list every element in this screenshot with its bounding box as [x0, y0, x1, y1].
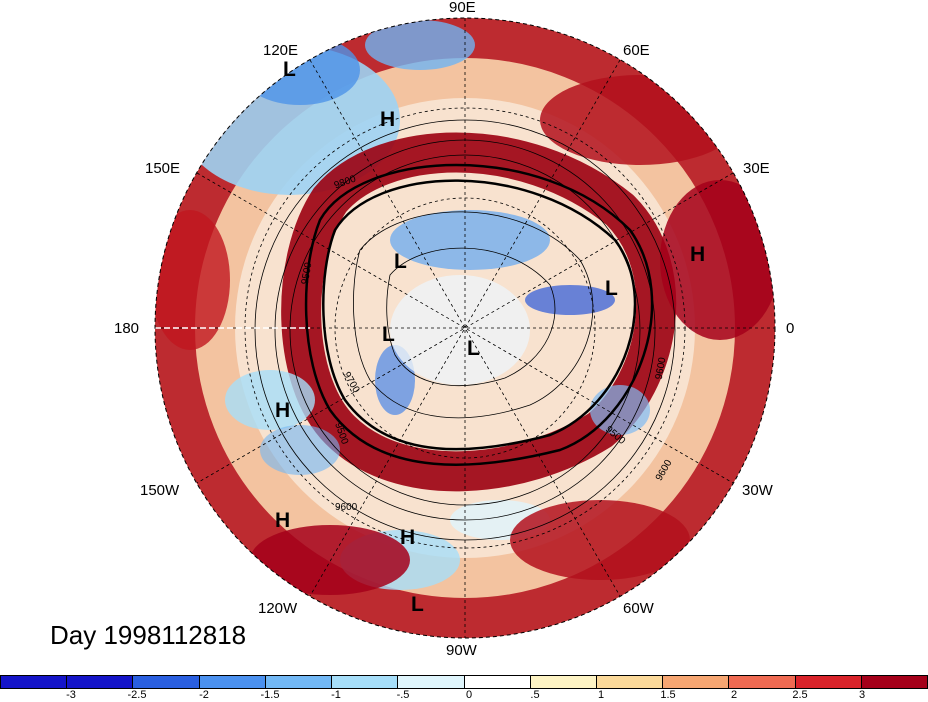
colorbar-tick-label: -2: [199, 689, 209, 701]
lon-label-30e: 30E: [743, 160, 770, 177]
lon-label-60w: 60W: [623, 600, 654, 617]
colorbar-swatch: [596, 676, 664, 688]
lon-label-0: 0: [786, 320, 795, 337]
contour-label: 9600: [335, 502, 358, 513]
pressure-center-high: H: [690, 243, 706, 266]
lon-label-60e: 60E: [623, 42, 650, 59]
colorbar-swatch: [199, 676, 266, 688]
colorbar-tick-label: -3: [66, 689, 76, 701]
colorbar-tick-label: -2.5: [127, 689, 147, 701]
pressure-center-low: L: [394, 250, 407, 273]
plot-title: Day 1998112818: [50, 620, 247, 650]
colorbar-tick-label: -1: [331, 689, 341, 701]
colorbar-swatch: [265, 676, 333, 688]
colorbar-tick-label: -1.5: [260, 689, 280, 701]
colorbar-swatch: [729, 676, 796, 688]
lon-label-90w: 90W: [446, 642, 477, 659]
lon-label-180: 180: [114, 320, 140, 337]
pressure-center-low: L: [283, 58, 296, 81]
colorbar-swatch: [464, 676, 531, 688]
colorbar-tick-label: 2: [730, 689, 738, 701]
lon-label-150w: 150W: [140, 482, 180, 499]
colorbar-swatch: [332, 676, 399, 688]
colorbar-swatch: [663, 676, 730, 688]
map-boundary: [154, 17, 776, 639]
colorbar-tick-label: .5: [530, 689, 540, 701]
colorbar-swatch: [1, 676, 68, 688]
pressure-center-high: H: [275, 509, 291, 532]
pressure-center-low: L: [467, 337, 480, 360]
pressure-center-high: H: [400, 526, 416, 549]
colorbar-tick-label: -.5: [396, 689, 410, 701]
colorbar-swatch: [133, 676, 200, 688]
pressure-center-low: L: [411, 593, 424, 616]
colorbar-swatch: [530, 676, 597, 688]
colorbar: [0, 675, 928, 689]
colorbar-swatch: [67, 676, 134, 688]
pressure-center-high: H: [275, 399, 291, 422]
colorbar-swatch: [398, 676, 465, 688]
colorbar-tick-label: 1.5: [660, 689, 676, 701]
lon-label-120w: 120W: [258, 600, 298, 617]
lon-label-150e: 150E: [145, 160, 181, 177]
colorbar-swatch: [861, 676, 928, 688]
pressure-center-low: L: [605, 277, 618, 300]
colorbar-swatch: [795, 676, 862, 688]
pressure-center-low: L: [382, 323, 395, 346]
colorbar-tick-label: 1: [597, 689, 605, 701]
colorbar-tick-label: 0: [465, 689, 473, 701]
pressure-center-high: H: [380, 108, 396, 131]
lon-label-90e: 90E: [449, 0, 476, 16]
colorbar-tick-label: 2.5: [792, 689, 808, 701]
lon-label-120e: 120E: [263, 42, 299, 59]
lon-label-30w: 30W: [742, 482, 773, 499]
colorbar-tick-label: 3: [858, 689, 866, 701]
